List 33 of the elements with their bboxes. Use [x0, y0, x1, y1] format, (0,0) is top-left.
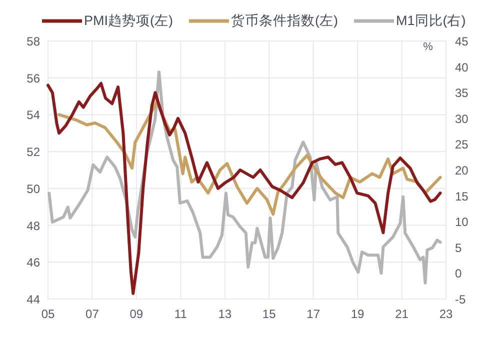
x-tick-label: 23 [439, 307, 453, 321]
y2-tick-label: 25 [455, 138, 469, 152]
y2-tick-label: 10 [455, 215, 469, 230]
y-tick-label: 54 [26, 108, 40, 122]
y2-tick-label: 15 [455, 189, 469, 204]
y2-tick-label: 20 [455, 164, 469, 178]
y-tick-label: 56 [26, 71, 40, 86]
y-tick-label: 58 [26, 34, 40, 48]
y-tick-label: 46 [26, 256, 40, 270]
x-tick-label: 11 [174, 307, 188, 321]
x-tick-label: 15 [262, 307, 276, 321]
y2-tick-label: -5 [455, 292, 466, 306]
legend-label: PMI趋势项(左) [84, 13, 173, 28]
x-tick-label: 21 [395, 307, 409, 321]
y2-tick-label: 35 [455, 86, 469, 100]
y2-tick-label: 30 [455, 112, 469, 126]
y2-tick-label: 40 [455, 60, 469, 74]
y-tick-label: 44 [26, 292, 40, 306]
y-tick-label: 52 [26, 145, 40, 160]
y-tick-label: 50 [26, 182, 40, 196]
y-tick-label: 48 [26, 218, 40, 233]
x-tick-label: 19 [350, 307, 365, 321]
y2-tick-label: 45 [455, 34, 469, 48]
x-tick-label: 05 [41, 307, 55, 321]
y2-axis-title: % [423, 41, 434, 53]
legend-label: 货币条件指数(左) [231, 13, 338, 28]
legend-label: M1同比(右) [396, 13, 466, 28]
y2-tick-label: 5 [455, 240, 462, 255]
x-tick-label: 07 [86, 307, 100, 321]
x-tick-label: 17 [306, 307, 320, 321]
y2-tick-label: 0 [455, 266, 462, 281]
x-tick-label: 09 [130, 307, 144, 321]
x-tick-label: 13 [218, 307, 232, 321]
